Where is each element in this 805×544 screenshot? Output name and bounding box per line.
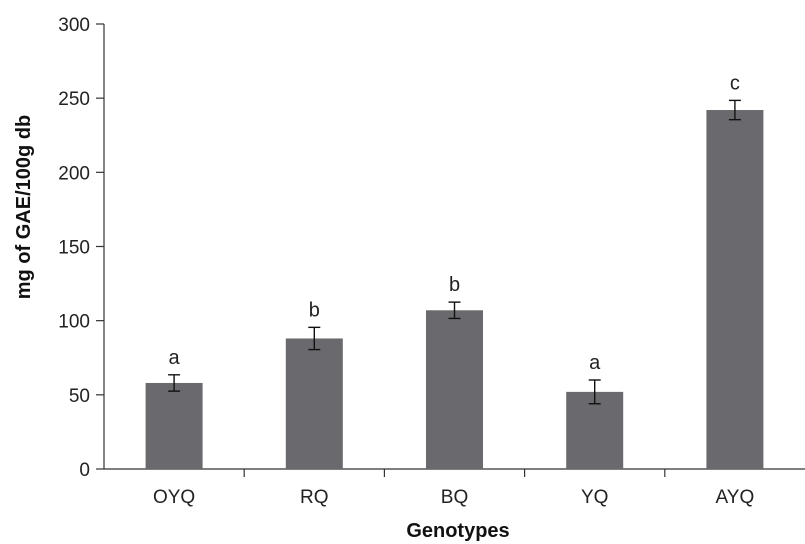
- error-bar-yq: [588, 379, 601, 405]
- bar-ayq: [706, 110, 764, 470]
- significance-label: c: [730, 72, 740, 94]
- x-axis-title: Genotypes: [406, 520, 509, 542]
- bar-rq: [285, 338, 343, 469]
- y-tick-label: 250: [58, 89, 90, 110]
- bar-yq: [566, 391, 624, 469]
- x-tick-label: RQ: [300, 487, 329, 508]
- error-bar-rq: [308, 326, 321, 351]
- y-tick-label: 0: [79, 460, 90, 481]
- x-tick-label: OYQ: [153, 487, 195, 508]
- y-tick-label: 150: [58, 238, 90, 259]
- significance-label: b: [449, 274, 460, 296]
- bar-oyq: [145, 382, 203, 469]
- y-tick-label: 100: [58, 312, 90, 333]
- x-axis: OYQ RQ BQ YQ AYQ: [104, 468, 805, 508]
- y-axis-title: mg of GAE/100g db: [13, 115, 35, 299]
- y-tick-label: 200: [58, 163, 90, 184]
- y-tick-label: 50: [69, 386, 90, 407]
- x-tick-label: AYQ: [716, 487, 755, 508]
- error-bar-oyq: [168, 374, 181, 392]
- bar-bq: [426, 310, 483, 469]
- significance-label: b: [309, 299, 320, 321]
- x-tick-label: BQ: [441, 487, 468, 508]
- y-axis: 0 50 100 150 200 250 300: [58, 15, 105, 481]
- significance-label: a: [169, 347, 181, 369]
- error-bar-bq: [448, 301, 461, 320]
- x-tick-label: YQ: [581, 487, 608, 508]
- y-tick-label: 300: [58, 15, 90, 36]
- error-bar-ayq: [728, 99, 741, 121]
- bars: a b b a c: [145, 72, 764, 470]
- significance-label: a: [589, 352, 601, 374]
